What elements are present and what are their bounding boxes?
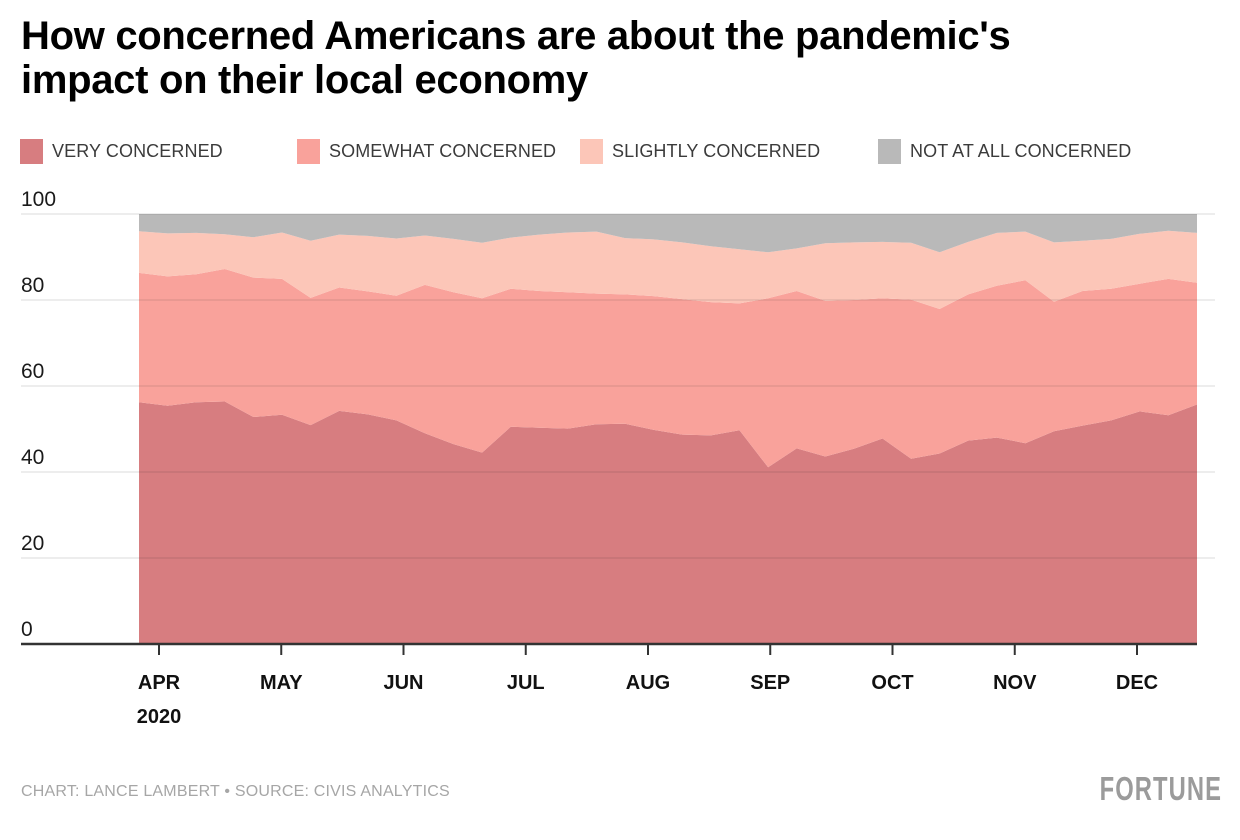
chart-title-line2: impact on their local economy xyxy=(21,58,588,102)
x-tick-label-MAY: MAY xyxy=(260,672,303,694)
x-tick-year-label: 2020 xyxy=(137,706,182,728)
stacked-area-chart: 0 20 40 60 80 100 APR 2020 MAY JUN JUL AUG SEP OCT NOV… xyxy=(0,182,1240,747)
legend-swatch-very xyxy=(20,139,43,164)
x-tick-label-NOV: NOV xyxy=(993,672,1037,694)
y-tick-label-100: 100 xyxy=(21,188,56,211)
area-somewhat-concerned xyxy=(139,269,1197,468)
x-tick-label-AUG: AUG xyxy=(626,672,670,694)
chart-title: How concerned Americans are about the pa… xyxy=(21,14,1221,102)
area-not-at-all-concerned xyxy=(139,214,1197,253)
chart-title-line1: How concerned Americans are about the pa… xyxy=(21,14,1011,58)
x-tick-label-SEP: SEP xyxy=(750,672,790,694)
area-very-concerned xyxy=(139,401,1197,644)
plot-svg: 0 20 40 60 80 100 APR 2020 MAY JUN JUL AUG SEP OCT NOV… xyxy=(21,188,1215,728)
legend-label-somewhat: SOMEWHAT CONCERNED xyxy=(329,141,557,161)
legend-label-very: VERY CONCERNED xyxy=(52,141,223,161)
y-tick-label-60: 60 xyxy=(21,360,44,383)
y-tick-label-0: 0 xyxy=(21,618,33,641)
x-tick-label-JUL: JUL xyxy=(507,672,545,694)
legend-swatch-notatall xyxy=(878,139,901,164)
x-tick-label-APR: APR xyxy=(138,672,181,694)
legend-item-very: VERY CONCERNED xyxy=(20,138,223,165)
legend-swatch-slightly xyxy=(580,139,603,164)
legend-item-somewhat: SOMEWHAT CONCERNED xyxy=(297,138,556,165)
y-tick-label-80: 80 xyxy=(21,274,44,297)
legend-swatch-somewhat xyxy=(297,139,320,164)
legend-item-notatall: NOT AT ALL CONCERNED xyxy=(878,138,1131,165)
area-slightly-concerned xyxy=(139,230,1197,309)
y-tick-label-40: 40 xyxy=(21,446,44,469)
x-tick-label-OCT: OCT xyxy=(871,672,913,694)
y-tick-label-20: 20 xyxy=(21,532,44,555)
x-tick-label-DEC: DEC xyxy=(1116,672,1158,694)
legend-label-slightly: SLIGHTLY CONCERNED xyxy=(612,141,821,161)
legend-label-notatall: NOT AT ALL CONCERNED xyxy=(910,141,1132,161)
legend-item-slightly: SLIGHTLY CONCERNED xyxy=(580,138,820,165)
footer-credit: CHART: LANCE LAMBERT • SOURCE: CIVIS ANA… xyxy=(21,783,450,800)
x-tick-label-JUN: JUN xyxy=(383,672,423,694)
legend: VERY CONCERNED SOMEWHAT CONCERNED SLIGHT… xyxy=(0,138,1240,168)
fortune-logo: FORTUNE xyxy=(1099,770,1222,807)
